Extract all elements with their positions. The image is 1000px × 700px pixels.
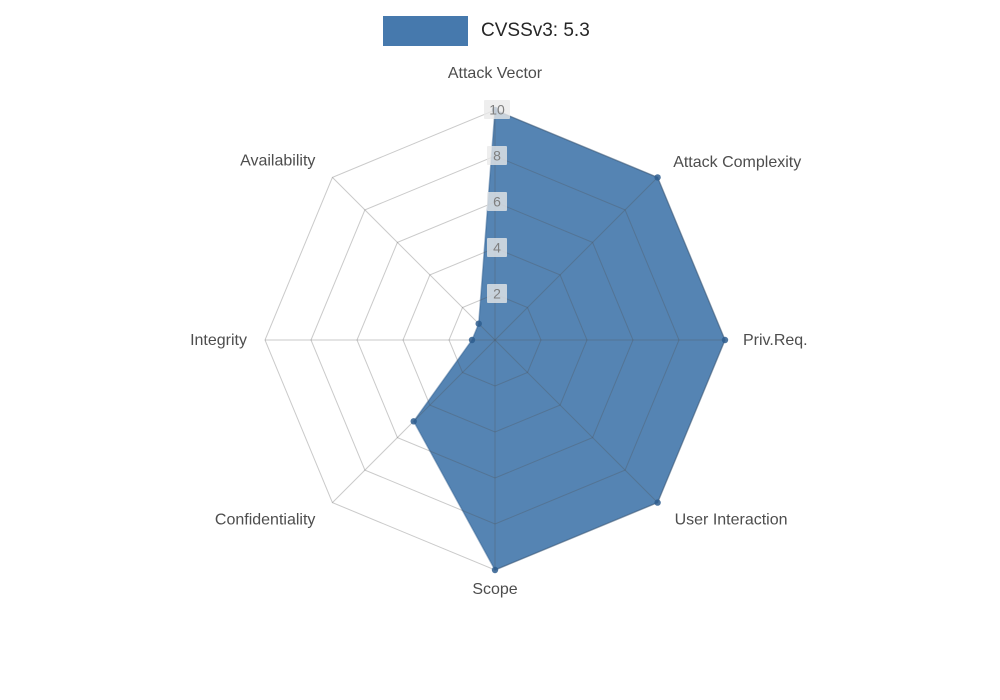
grid-ring [448,293,542,387]
grid-ring [402,247,588,433]
grid-spoke [494,339,658,503]
grid-spoke [332,177,496,341]
tick-label: 8 [493,148,501,164]
legend-label: CVSSv3: 5.3 [481,20,590,41]
grid-ring [356,201,634,479]
axis-label: Scope [472,581,517,598]
vertex-dot [468,336,476,344]
tick-label-box [487,146,507,165]
tick-label-box [487,192,507,211]
legend-swatch [383,16,468,46]
tick-label: 4 [493,240,501,256]
grid-ring [310,155,680,525]
vertex-dot [654,174,661,181]
vertex-dot [721,336,729,344]
axis-label: Attack Vector [448,65,543,82]
grid-spoke [494,177,658,341]
axis-label: Integrity [190,332,247,349]
vertex-dot [654,499,661,506]
axis-label: Confidentiality [215,512,316,529]
tick-label: 6 [493,194,501,210]
tick-label: 2 [493,286,501,302]
vertex-dot [491,566,499,574]
tick-label-box [487,238,507,257]
tick-label: 10 [489,102,505,118]
axis-label: User Interaction [675,512,788,529]
axis-label: Attack Complexity [673,154,801,171]
tick-label-box [484,100,510,119]
tick-label-box [487,284,507,303]
axis-label: Priv.Req. [743,332,808,349]
vertex-dot [410,418,417,425]
vertex-dot [475,320,482,327]
grid [264,109,726,571]
legend: CVSSv3: 5.3 [383,16,590,46]
axis-label: Availability [240,152,315,169]
